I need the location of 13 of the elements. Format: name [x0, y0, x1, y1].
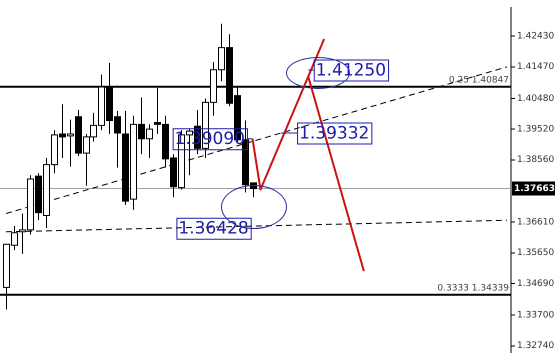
ref-line-label: 0.25 1.40847 [448, 76, 509, 86]
y-tick-label: 1.34690 [517, 278, 554, 289]
y-tick-label: 1.36610 [517, 218, 554, 228]
y-tick-label: 1.33700 [517, 310, 554, 321]
y-tick-label: 1.41470 [517, 62, 554, 72]
ref-line-label: 1.37663 [514, 184, 555, 194]
y-tick-label: 1.38560 [517, 155, 554, 166]
y-tick-label: 1.32740 [517, 341, 554, 352]
y-tick-label: 1.35650 [517, 248, 554, 258]
y-tick-label: 1.42430 [517, 32, 554, 42]
ref-line-label: 0.3333 1.34339 [437, 284, 510, 294]
y-tick-label: 1.39520 [517, 124, 554, 135]
y-tick-label: 1.40480 [517, 94, 554, 104]
